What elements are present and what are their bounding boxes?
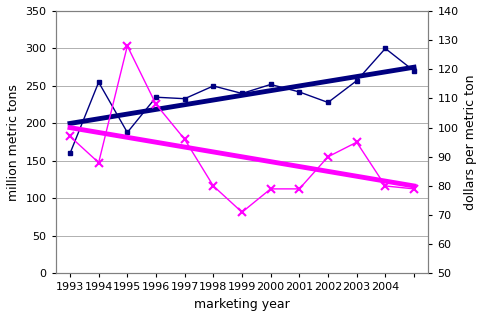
X-axis label: marketing year: marketing year [194,298,290,311]
Y-axis label: dollars per metric ton: dollars per metric ton [464,74,477,210]
Y-axis label: million metric tons: million metric tons [7,84,20,201]
